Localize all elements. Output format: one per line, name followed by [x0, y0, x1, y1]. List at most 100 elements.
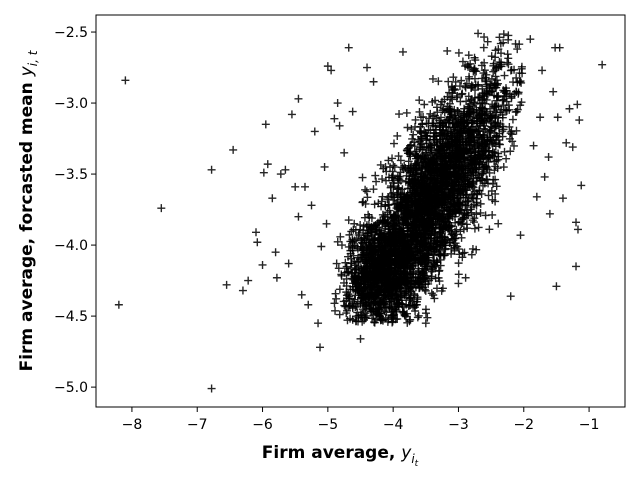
data-point: [468, 165, 477, 174]
data-point: [504, 31, 513, 40]
data-point: [347, 227, 356, 236]
data-point: [378, 293, 387, 302]
data-point: [464, 51, 473, 60]
data-point: [457, 144, 466, 153]
data-point: [441, 163, 450, 172]
data-point: [428, 97, 437, 106]
data-point: [494, 135, 503, 144]
x-tick-label: −7: [187, 417, 208, 433]
data-point: [451, 77, 460, 86]
data-point: [401, 312, 410, 321]
data-point: [335, 121, 344, 130]
data-point: [291, 182, 300, 191]
data-point: [434, 77, 443, 86]
data-point: [486, 153, 495, 162]
data-point: [491, 53, 500, 62]
data-point: [323, 62, 332, 71]
x-axis-label-var: y: [400, 443, 412, 463]
data-point: [474, 133, 483, 142]
data-point: [423, 197, 432, 206]
data-point: [460, 124, 469, 133]
data-point: [357, 293, 366, 302]
data-point: [502, 154, 511, 163]
data-point: [429, 132, 438, 141]
data-point: [469, 183, 478, 192]
data-point: [421, 286, 430, 295]
data-point: [467, 250, 476, 259]
data-point: [472, 164, 481, 173]
data-point: [540, 172, 549, 181]
data-point: [438, 284, 447, 293]
data-point: [485, 88, 494, 97]
data-point: [509, 141, 518, 150]
data-point: [383, 195, 392, 204]
data-point: [374, 246, 383, 255]
data-point: [438, 97, 447, 106]
data-point: [404, 157, 413, 166]
data-point: [424, 279, 433, 288]
data-point: [454, 198, 463, 207]
data-point: [384, 274, 393, 283]
data-point: [482, 163, 491, 172]
data-point: [415, 96, 424, 105]
data-point: [378, 192, 387, 201]
x-axis-label-text: Firm average,: [262, 443, 401, 463]
data-point: [479, 94, 488, 103]
data-point: [389, 139, 398, 148]
data-point: [413, 295, 422, 304]
data-point: [382, 176, 391, 185]
data-point: [430, 294, 439, 303]
data-point: [396, 266, 405, 275]
data-point: [333, 99, 342, 108]
data-point: [400, 213, 409, 222]
data-point: [464, 211, 473, 220]
data-point: [411, 115, 420, 124]
y-axis: −5.0 −4.5 −4.0 −3.5 −3.0 −2.5: [54, 25, 96, 396]
data-point: [388, 154, 397, 163]
data-point: [408, 220, 417, 229]
data-point: [352, 234, 361, 243]
data-point: [395, 293, 404, 302]
data-point: [465, 110, 474, 119]
data-point: [490, 138, 499, 147]
x-axis-label-sub: i: [411, 452, 415, 466]
data-point: [450, 128, 459, 137]
data-point: [507, 94, 516, 103]
data-point: [492, 102, 501, 111]
data-point: [396, 195, 405, 204]
data-point: [394, 183, 403, 192]
data-point: [320, 162, 329, 171]
data-point: [394, 152, 403, 161]
data-point: [518, 69, 527, 78]
data-point: [392, 247, 401, 256]
data-point: [449, 73, 458, 82]
data-point: [297, 290, 306, 299]
data-point: [512, 87, 521, 96]
data-point: [476, 208, 485, 217]
data-point: [423, 250, 432, 259]
data-point: [437, 146, 446, 155]
data-point: [430, 193, 439, 202]
data-point: [369, 259, 378, 268]
data-point: [433, 108, 442, 117]
data-point: [369, 185, 378, 194]
data-point: [453, 154, 462, 163]
data-point: [244, 276, 253, 285]
data-point: [552, 282, 561, 291]
data-point: [294, 212, 303, 221]
data-point: [401, 239, 410, 248]
data-point: [441, 225, 450, 234]
data-point: [504, 60, 513, 69]
x-tick-label: −3: [448, 417, 469, 433]
data-point: [276, 170, 285, 179]
data-point: [385, 288, 394, 297]
data-point: [451, 218, 460, 227]
data-point: [470, 224, 479, 233]
data-point: [421, 305, 430, 314]
data-point: [461, 273, 470, 282]
data-point: [419, 158, 428, 167]
data-point: [400, 161, 409, 170]
data-point: [482, 77, 491, 86]
data-point: [536, 113, 545, 122]
data-point: [510, 65, 519, 74]
